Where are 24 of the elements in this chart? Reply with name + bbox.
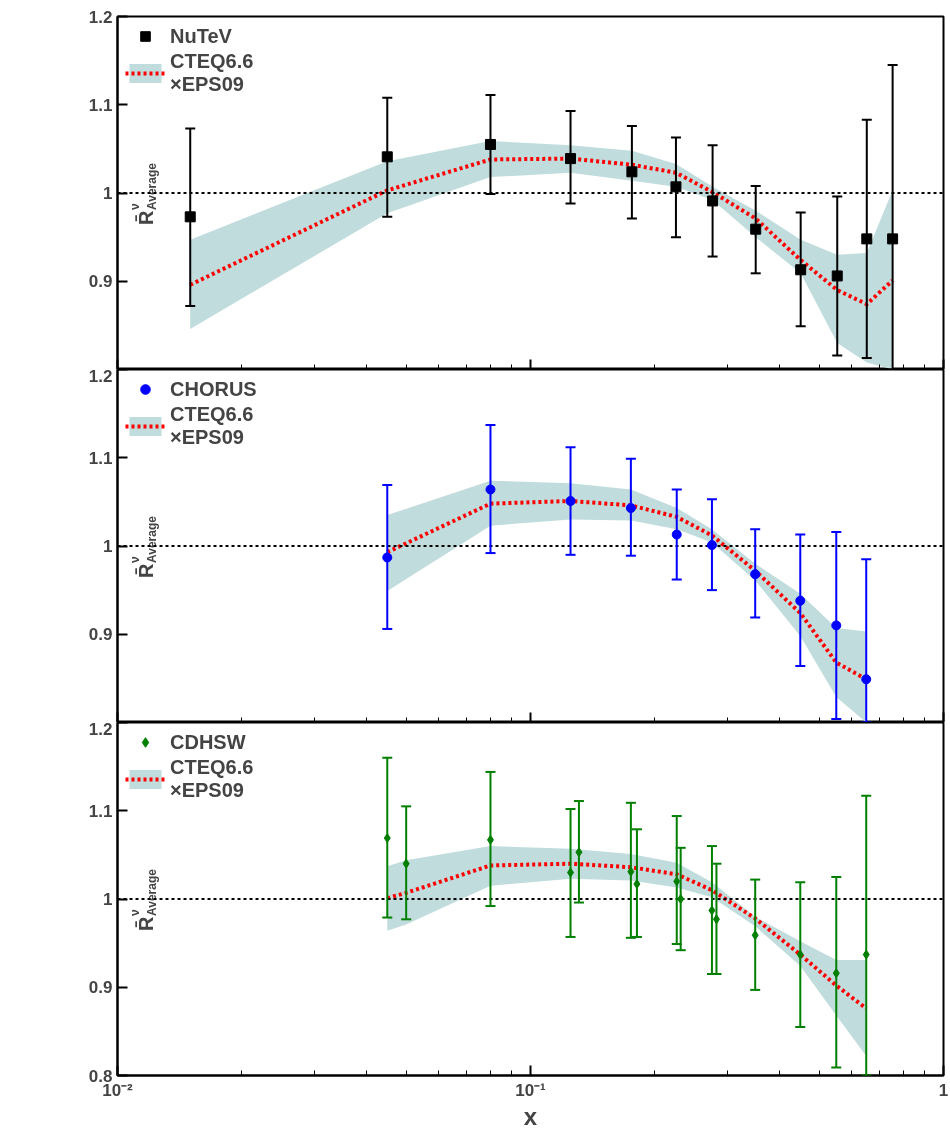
y-tick-label: 1 bbox=[103, 537, 113, 556]
y-tick-label: 1 bbox=[103, 890, 113, 909]
y-tick-label: 1.1 bbox=[88, 95, 113, 115]
y-tick-label: 0.9 bbox=[88, 978, 113, 998]
y-axis-title: R̄νAverage bbox=[127, 515, 159, 578]
y-axis-title: R̄νAverage bbox=[127, 868, 159, 931]
x-tick-label: 10⁻¹ bbox=[515, 1080, 547, 1100]
legend-label: CTEQ6.6 ×EPS09 bbox=[170, 50, 254, 96]
legend-label: CDHSW bbox=[170, 730, 246, 754]
legend-label: CTEQ6.6 ×EPS09 bbox=[170, 756, 254, 802]
y-tick-label: 0.9 bbox=[88, 625, 113, 645]
y-tick-label: 1.2 bbox=[88, 7, 113, 27]
y-axis-title: R̄νAverage bbox=[127, 162, 159, 225]
y-tick-label: 1.2 bbox=[88, 366, 113, 386]
x-tick-label: 1 bbox=[938, 1080, 949, 1100]
legend-label: CTEQ6.6 ×EPS09 bbox=[170, 403, 254, 449]
legend-label: NuTeV bbox=[170, 24, 232, 48]
y-tick-label: 1 bbox=[103, 184, 113, 203]
legend-label: CHORUS bbox=[170, 377, 257, 401]
y-tick-label: 1.1 bbox=[88, 801, 113, 821]
y-tick-label: 1.1 bbox=[88, 448, 113, 468]
y-tick-label: 1.2 bbox=[88, 719, 113, 739]
y-tick-label: 0.9 bbox=[88, 272, 113, 292]
x-axis-title: x bbox=[523, 1102, 538, 1130]
